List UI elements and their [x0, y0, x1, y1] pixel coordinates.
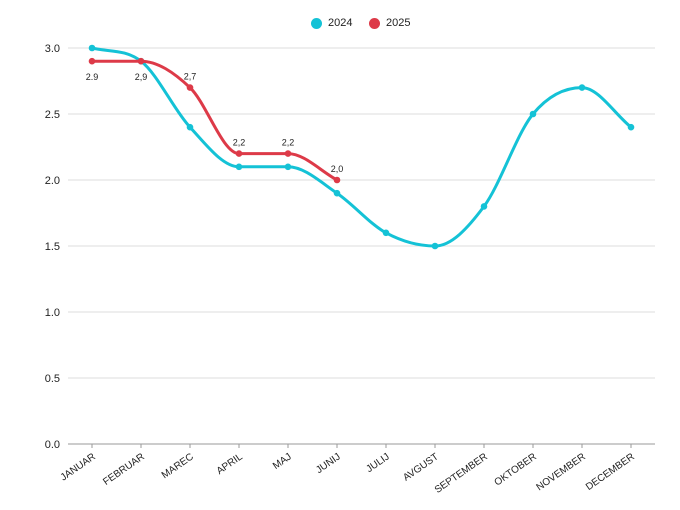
data-label-2025: 2,2 — [233, 138, 246, 148]
y-tick-label: 1.5 — [45, 241, 60, 253]
x-tick-label: OKTOBER — [493, 451, 539, 488]
data-point-2024 — [186, 123, 194, 131]
data-point-2024 — [578, 84, 586, 91]
data-point-2024 — [235, 163, 243, 171]
legend-marker-2024 — [311, 17, 322, 29]
x-tick-label: FEBRUAR — [101, 451, 146, 487]
data-label-2025: 2,2 — [282, 138, 295, 148]
data-point-2025 — [284, 150, 292, 157]
x-tick-label: APRIL — [215, 451, 245, 477]
x-tick-label: JANUAR — [59, 451, 98, 483]
data-label-2025: 2,9 — [135, 72, 148, 82]
data-point-2025 — [137, 57, 145, 65]
data-point-2024 — [480, 203, 488, 210]
data-point-2024 — [333, 189, 341, 197]
y-tick-label: 0.5 — [45, 373, 60, 385]
data-point-2025 — [186, 84, 194, 91]
x-tick-label: NOVEMBER — [535, 451, 588, 493]
data-point-2024 — [382, 229, 390, 237]
legend-label-2025: 2025 — [386, 17, 411, 29]
data-point-2024 — [88, 44, 96, 52]
data-label-2025: 2.9 — [86, 72, 99, 82]
x-tick-label: AVGUST — [401, 451, 440, 483]
data-point-2024 — [431, 242, 439, 250]
x-tick-label: DECEMBER — [584, 451, 637, 493]
x-tick-label: JULIJ — [364, 451, 391, 475]
data-point-2024 — [627, 123, 635, 131]
series-line-2024 — [90, 46, 633, 248]
data-point-2025 — [235, 150, 243, 157]
data-point-2024 — [529, 110, 537, 118]
legend-marker-2025 — [369, 17, 380, 29]
x-tick-label: MAREC — [160, 451, 196, 481]
y-tick-label: 2.0 — [45, 175, 60, 187]
legend-item-2024[interactable]: 2024 — [311, 17, 352, 29]
x-tick-label: MAJ — [271, 451, 294, 471]
data-label-2025: 2,7 — [184, 72, 197, 82]
y-tick-label: 2.5 — [45, 109, 60, 121]
y-tick-label: 0.0 — [45, 439, 60, 451]
data-point-2025 — [88, 57, 96, 65]
legend-label-2024: 2024 — [328, 17, 353, 29]
y-tick-label: 3.0 — [45, 43, 60, 55]
legend-item-2025[interactable]: 2025 — [369, 17, 410, 29]
data-point-2025 — [333, 176, 341, 184]
x-tick-label: SEPTEMBER — [433, 451, 490, 495]
y-tick-label: 1.0 — [45, 307, 60, 319]
data-point-2024 — [284, 163, 292, 171]
series-line-2025 — [90, 59, 339, 182]
x-tick-label: JUNIJ — [314, 451, 343, 476]
data-label-2025: 2,0 — [331, 164, 344, 174]
